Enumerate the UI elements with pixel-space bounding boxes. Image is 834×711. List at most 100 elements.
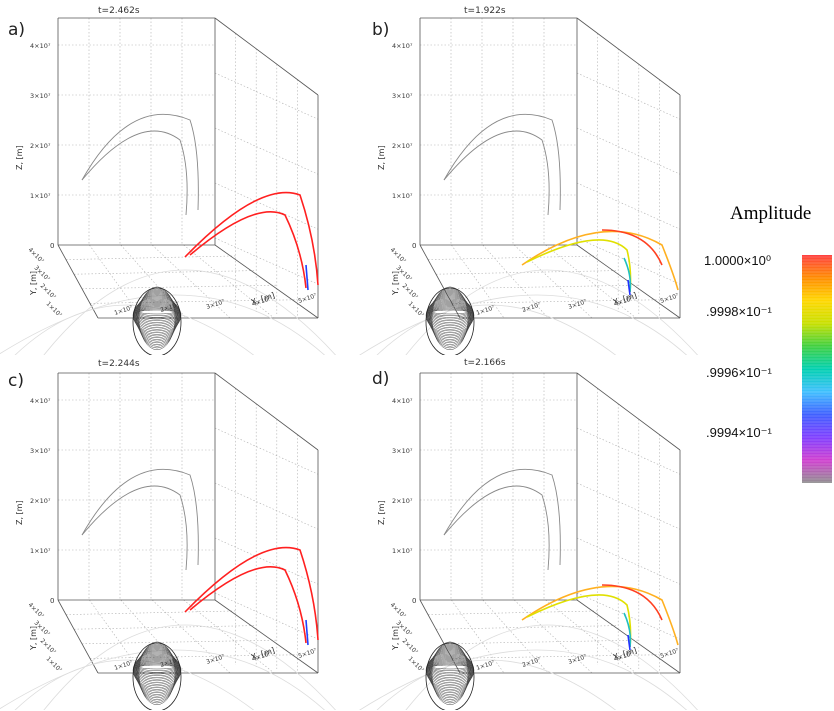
planet-stripe: [427, 655, 473, 683]
grid-line: [545, 244, 637, 319]
x-tick-label: 1×10⁷: [475, 304, 496, 317]
panel-a: 1×10⁷ 2×10⁷ 3×10⁷ 4×10⁷ 0 1×10⁷ 2×10⁷ 3×10⁷ 4×10…: [0, 0, 350, 355]
colorbar-tick: .9996×10⁻¹: [706, 365, 772, 380]
field-line: [405, 624, 698, 710]
planet-stripe: [429, 644, 471, 700]
field-line: [43, 624, 336, 710]
grid-line: [427, 610, 598, 615]
projection-curve: [443, 113, 561, 211]
projection-curve: [443, 485, 550, 571]
y-axis-label: Y, [m]: [29, 271, 38, 296]
projection-curve: [81, 485, 188, 571]
grid-line: [214, 182, 319, 230]
trajectory-line: [521, 230, 679, 291]
grid-line: [214, 592, 319, 640]
field-line: [0, 649, 325, 710]
grid-line: [183, 244, 275, 319]
planet-stripe: [135, 292, 179, 342]
grid-line: [576, 482, 681, 530]
field-line: [376, 659, 616, 710]
z-tick-label: 3×10⁷: [30, 447, 51, 455]
colorbar: Amplitude 1.0000×10⁰ .9998×10⁻¹ .9996×10…: [700, 200, 834, 500]
x-tick-label: 5×10⁷: [659, 647, 680, 660]
grid-line: [214, 72, 319, 120]
z-tick-label: 1×10⁷: [392, 547, 413, 555]
x-tick-label: 1×10⁷: [113, 304, 134, 317]
planet-stripe: [139, 664, 175, 670]
grid-line: [576, 427, 681, 475]
grid-line: [214, 237, 319, 285]
z-axis-label: Z, [m]: [377, 500, 386, 525]
x-tick-label: 2×10⁷: [521, 301, 542, 314]
y-tick-label: 2×10⁷: [401, 637, 420, 656]
planet-stripe: [137, 643, 177, 702]
panel-a-plot: 1×10⁷2×10⁷3×10⁷4×10⁷01×10⁷2×10⁷3×10⁷4×10…: [0, 17, 336, 355]
trajectory-line: [601, 584, 663, 621]
grid-line: [482, 599, 549, 674]
planet-stripe: [430, 288, 470, 347]
planet-stripe: [425, 652, 475, 688]
trajectory-line: [184, 546, 319, 641]
planet-stripe: [428, 647, 472, 697]
z-tick-label: 2×10⁷: [392, 142, 413, 150]
planet-stripe: [132, 652, 182, 688]
panel-c: 1×10⁷ 2×10⁷ 3×10⁷ 4×10⁷ 0 1×10⁷ 2×10⁷ 3×10⁷ 4×10…: [0, 355, 350, 710]
panel-time: t=2.244s: [98, 359, 140, 369]
grid-line: [513, 599, 593, 674]
grid-line: [576, 182, 681, 230]
planet-stripe: [431, 307, 469, 318]
planet-stripe: [431, 662, 469, 673]
grid-line: [451, 299, 660, 304]
z-tick-label: 4×10⁷: [30, 397, 51, 405]
field-line: [14, 304, 254, 355]
colorbar-title: Amplitude: [730, 203, 812, 224]
trajectory-line: [305, 264, 309, 291]
y-axis-label: Y, [m]: [29, 626, 38, 651]
grid-line: [81, 284, 277, 290]
z-axis-label: Z, [m]: [15, 500, 24, 525]
planet-stripe: [432, 664, 468, 670]
z-tick-label: 4×10⁷: [392, 42, 413, 50]
axis-line: [214, 244, 319, 319]
grid-line: [451, 654, 660, 659]
planet-outline: [425, 287, 475, 355]
y-tick-label: 2×10⁷: [401, 282, 420, 301]
grid-line: [435, 625, 619, 630]
x-tick-label: 1×10⁷: [475, 659, 496, 672]
planet-stripe: [139, 309, 175, 315]
colorbar-tick: .9994×10⁻¹: [706, 425, 772, 440]
axis-line: [214, 372, 319, 451]
grid-line: [73, 270, 257, 275]
grid-line: [576, 127, 681, 175]
planet-outline: [425, 642, 475, 710]
y-tick-label: 4×10⁷: [27, 601, 46, 620]
panel-time: t=1.922s: [464, 6, 506, 16]
planet-stripe: [138, 663, 176, 671]
planet-stripe: [137, 288, 177, 347]
y-tick-label: 1×10⁷: [45, 300, 64, 319]
trajectory-line: [189, 211, 307, 289]
trajectory-line: [623, 612, 632, 648]
axis-line: [214, 17, 319, 96]
grid-line: [451, 244, 505, 319]
colorbar-tick: 1.0000×10⁰: [704, 253, 772, 268]
z-tick-label: 1×10⁷: [30, 547, 51, 555]
planet-stripe: [135, 648, 179, 695]
panel-plot-group: 1×10⁷2×10⁷3×10⁷4×10⁷01×10⁷2×10⁷3×10⁷4×10…: [359, 17, 698, 355]
z-tick-label: 1×10⁷: [30, 192, 51, 200]
grid-line: [65, 255, 236, 260]
grid-line: [65, 610, 236, 615]
planet-stripe: [429, 291, 471, 344]
grid-line: [214, 482, 319, 530]
panel-d: 1×10⁷ 2×10⁷ 3×10⁷ 4×10⁷ 0 1×10⁷ 2×10⁷ 3×10⁷ 4×10…: [352, 355, 702, 710]
planet-stripe: [133, 295, 181, 337]
axis-line: [576, 372, 681, 451]
grid-line: [81, 639, 277, 645]
grid-line: [214, 127, 319, 175]
axis-line: [57, 244, 99, 319]
projection-curve: [443, 130, 550, 216]
axis-line: [214, 599, 319, 674]
panel-d-plot: 1×10⁷2×10⁷3×10⁷4×10⁷01×10⁷2×10⁷3×10⁷4×10…: [359, 372, 698, 710]
z-tick-label: 3×10⁷: [392, 447, 413, 455]
